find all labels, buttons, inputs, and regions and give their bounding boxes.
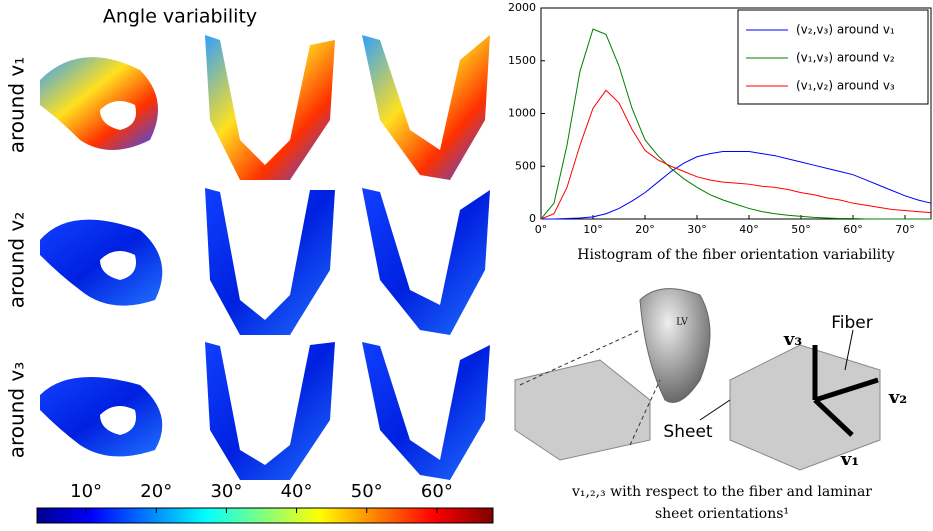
tissue-block [514, 359, 651, 461]
x-tick-label: 50° [791, 223, 811, 236]
x-tick-label: 30° [687, 223, 707, 236]
line [541, 150, 932, 220]
connector [519, 329, 641, 386]
caption: sheet orientations¹ [655, 506, 789, 522]
y-tick-label: 500 [515, 159, 536, 172]
colorbar-tick-label: 10° [70, 481, 102, 502]
legend-label: (v₁,v₃) around v₂ [796, 51, 895, 65]
legend-label: (v₁,v₂) around v₃ [796, 79, 895, 93]
colorbar-tick-label: 40° [281, 481, 313, 502]
y-tick-label: 2000 [508, 1, 536, 14]
x-tick-label: 60° [843, 223, 863, 236]
axis-label: v₂ [888, 387, 907, 408]
heatmap [362, 188, 490, 335]
line [540, 89, 932, 220]
x-tick-label: 70° [895, 223, 915, 236]
pointer [699, 399, 731, 421]
x-tick-label: 10° [583, 223, 603, 236]
axis-label: v₃ [783, 329, 802, 350]
x-tick-label: 0° [535, 223, 548, 236]
colorbar-tick-label: 50° [351, 481, 383, 502]
line [540, 28, 931, 220]
colorbar-tick-label: 30° [210, 481, 242, 502]
colorbar-tick-label: 60° [421, 481, 453, 502]
connector [629, 379, 661, 446]
heatmaps [40, 35, 490, 480]
pointer [844, 329, 854, 371]
colorbar [36, 507, 494, 524]
heatmap-row [40, 342, 490, 480]
colorbar-tick-label: 20° [140, 481, 172, 502]
row-label: around v₃ [5, 362, 29, 459]
chart-caption: Histogram of the fiber orientation varia… [577, 247, 894, 263]
ventricle [639, 288, 711, 403]
diagram-label: LV [676, 318, 688, 328]
row-label: around v₁ [5, 57, 29, 154]
heatmap [362, 342, 490, 480]
heatmap-row [40, 188, 490, 335]
x-tick-label: 20° [635, 223, 655, 236]
heatmap [40, 377, 163, 457]
tissue-block [729, 344, 881, 471]
panel-title: Angle variability [103, 6, 257, 28]
caption: v₁,₂,₃ with respect to the fiber and lam… [571, 484, 872, 500]
arrow [813, 398, 854, 437]
heatmap [205, 188, 335, 335]
diagram: LV Fiber Sheet v₃ v₂ v₁ v₁,₂,₃ with resp… [514, 288, 907, 522]
heatmap [205, 342, 335, 480]
row-label: around v₂ [5, 212, 29, 309]
arrow [814, 377, 879, 403]
heatmap-row [40, 35, 490, 180]
heatmap [205, 35, 335, 180]
axis-label: v₁ [840, 449, 859, 470]
heatmap [40, 57, 158, 151]
y-tick-label: 1000 [508, 107, 536, 120]
heatmap [362, 35, 490, 180]
y-tick-label: 0 [529, 212, 536, 225]
legend-label: (v₂,v₃) around v₁ [796, 23, 895, 37]
diagram-label: Sheet [663, 422, 712, 442]
legend-box [737, 9, 929, 105]
y-tick-label: 1500 [508, 54, 536, 67]
heatmap [40, 219, 163, 306]
x-tick-label: 40° [739, 223, 759, 236]
diagram-label: Fiber [831, 313, 873, 333]
